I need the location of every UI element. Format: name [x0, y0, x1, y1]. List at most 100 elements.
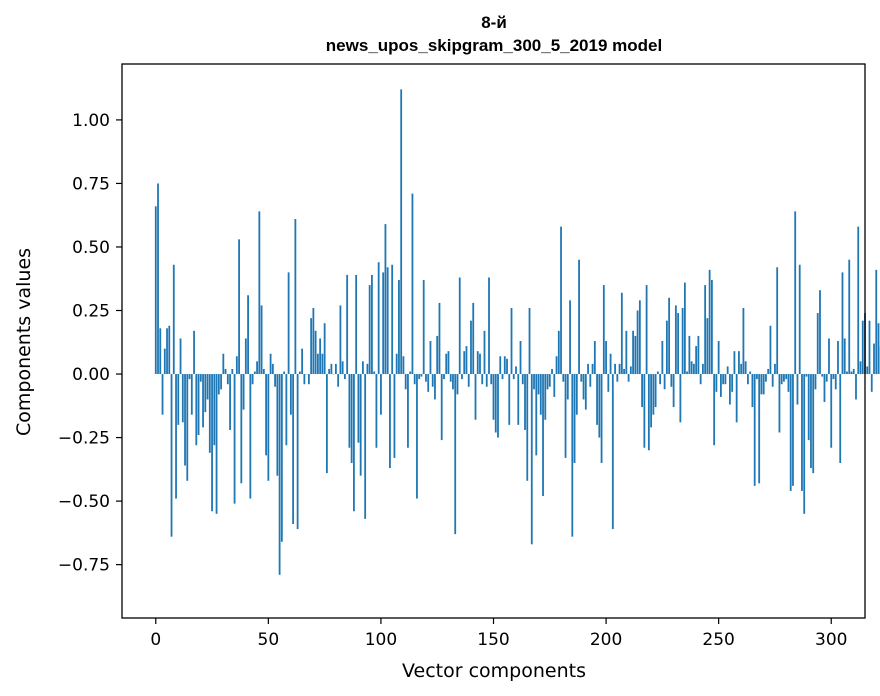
bar: [307, 374, 310, 385]
bar: [341, 361, 344, 375]
bar: [256, 361, 258, 375]
bar: [679, 374, 682, 423]
bar: [431, 374, 434, 387]
bar: [580, 374, 583, 382]
bar: [418, 374, 421, 380]
x-tick-label: 150: [477, 630, 509, 650]
bar: [154, 206, 157, 375]
bar: [323, 323, 326, 375]
bar: [434, 374, 436, 400]
bar: [170, 374, 173, 537]
bar: [810, 374, 812, 469]
bar: [846, 371, 848, 375]
bar: [452, 374, 454, 390]
bar: [724, 374, 727, 385]
bar: [274, 374, 276, 387]
bar: [877, 323, 880, 375]
chart-title: 8-й: [481, 13, 507, 32]
bar: [436, 335, 439, 375]
bar: [231, 368, 234, 375]
bar: [168, 325, 171, 375]
bar: [557, 330, 560, 375]
bar: [823, 374, 826, 402]
bar: [269, 353, 272, 375]
bar: [517, 374, 520, 425]
bar: [330, 363, 333, 375]
bar: [506, 358, 508, 375]
bar: [238, 239, 240, 375]
bar: [670, 374, 673, 387]
bar: [636, 310, 639, 375]
bar: [654, 374, 657, 408]
bar: [233, 374, 236, 504]
bar: [729, 374, 731, 405]
bar: [512, 374, 515, 380]
bars-group: [154, 89, 880, 575]
bar: [404, 374, 407, 390]
bar: [485, 374, 488, 387]
bar: [569, 300, 571, 375]
bar: [688, 335, 691, 375]
bar: [262, 368, 265, 375]
bar: [267, 374, 270, 481]
x-tick-label: 300: [815, 630, 847, 650]
bar: [650, 374, 653, 428]
bar: [265, 374, 267, 456]
bar: [850, 371, 853, 375]
bar: [821, 374, 824, 377]
bar: [690, 361, 693, 375]
bar: [499, 356, 502, 375]
bar: [605, 341, 607, 375]
bar: [733, 351, 736, 375]
bar: [686, 371, 689, 375]
bar: [294, 219, 297, 375]
bar: [747, 374, 749, 385]
y-tick-label: 0.25: [72, 302, 110, 322]
bar: [490, 374, 493, 385]
bar: [753, 374, 756, 486]
bar: [195, 374, 198, 446]
bar: [382, 272, 385, 375]
bar: [386, 267, 389, 375]
bar: [420, 374, 423, 377]
bar: [638, 300, 641, 375]
bar: [260, 305, 263, 375]
bar: [602, 285, 605, 375]
bar: [672, 374, 675, 408]
bar: [868, 320, 871, 375]
bar: [663, 374, 666, 390]
bar: [598, 374, 601, 438]
bar: [715, 374, 718, 392]
y-axis-ticks: −0.75 −0.50 −0.25 0.00 0.25 0.50 0.75 1.00: [58, 111, 122, 576]
bar: [161, 374, 164, 415]
bar: [409, 371, 412, 375]
bar: [515, 366, 517, 375]
bar: [206, 374, 209, 400]
bar: [319, 338, 322, 375]
bar: [776, 267, 779, 375]
bar: [163, 348, 166, 375]
bar: [350, 374, 353, 463]
bar: [208, 374, 211, 453]
bar: [314, 330, 317, 375]
bar: [204, 374, 207, 413]
bar: [647, 374, 650, 451]
bar: [767, 368, 770, 375]
bar: [805, 374, 808, 377]
bar: [611, 374, 614, 530]
bar: [711, 280, 713, 375]
bar: [395, 353, 398, 375]
bar: [456, 374, 459, 395]
bar: [526, 374, 529, 481]
bar: [616, 374, 619, 382]
bar: [708, 269, 711, 375]
bar: [539, 374, 542, 415]
bar: [742, 307, 745, 375]
bar: [377, 262, 380, 375]
bar: [425, 374, 427, 382]
bar: [465, 346, 468, 375]
bar: [508, 374, 511, 425]
bar: [375, 374, 378, 448]
bar: [296, 374, 299, 530]
bar: [334, 363, 337, 375]
